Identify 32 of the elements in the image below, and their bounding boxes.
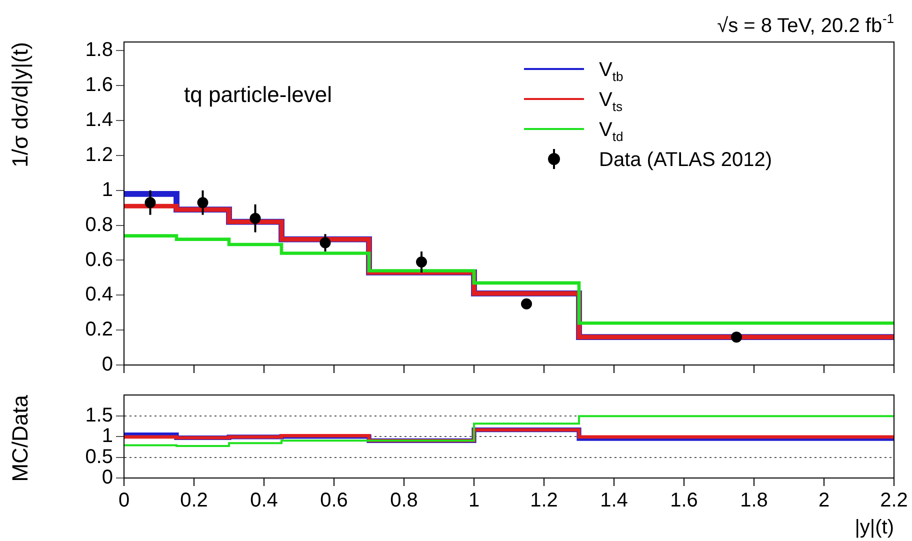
x-tick-label: 2.2 [880,490,908,512]
y-tick-label: 1.6 [85,74,113,96]
y-tick-label: 0.8 [85,214,113,236]
x-tick-label: 0.4 [250,490,278,512]
legend-label: Data (ATLAS 2012) [599,149,772,171]
y-axis-title: MC/Data [7,394,32,482]
y-tick-label: 0 [102,466,113,489]
x-tick-label: 0.2 [180,490,208,512]
y-tick-label: 0.5 [85,446,113,468]
x-tick-label: 1.4 [600,490,628,512]
y-tick-label: 0.6 [85,248,113,271]
y-tick-label: 1.5 [85,404,113,426]
x-tick-label: 1.6 [670,490,698,512]
y-tick-label: 0.4 [85,284,113,306]
x-tick-label: 1.2 [530,490,558,512]
x-axis-title: |y|(t) [854,516,894,539]
y-tick-label: 1.2 [85,144,113,166]
y-tick-label: 0.2 [85,318,113,341]
x-tick-label: 1.8 [740,490,768,512]
annotation: tq particle-level [184,82,332,107]
y-axis-title: 1/σ dσ/d|y|(t) [7,42,32,168]
point [731,332,742,343]
x-tick-label: 0.8 [390,490,418,512]
y-tick-label: 1.8 [85,39,113,62]
x-tick-label: 0.6 [320,490,348,512]
y-tick-label: 1 [102,178,113,201]
y-tick-label: 1.4 [85,109,113,132]
y-tick-label: 1 [102,425,113,448]
x-tick-label: 0 [118,490,130,512]
x-tick-label: 2 [818,490,830,512]
x-tick-label: 1 [468,490,480,512]
y-tick-label: 0 [102,354,113,376]
